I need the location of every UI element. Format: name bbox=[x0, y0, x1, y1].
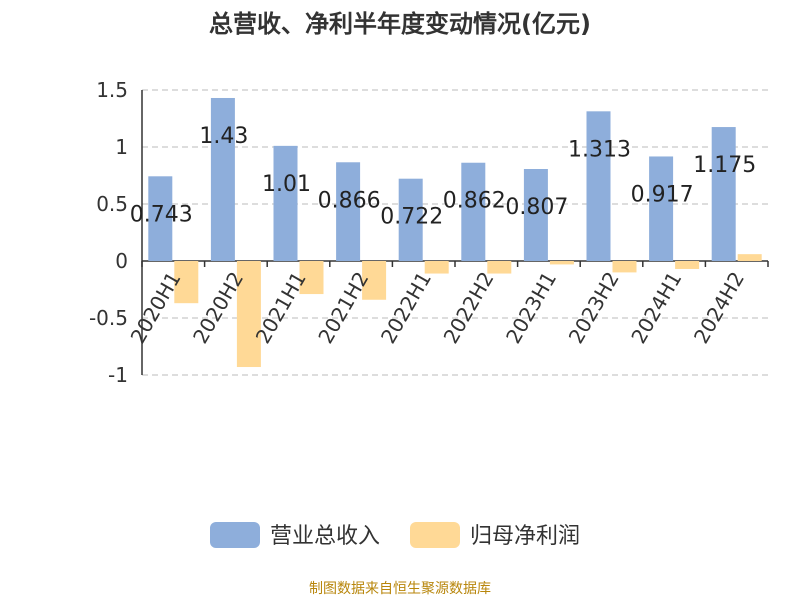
bar-net-profit bbox=[612, 261, 637, 273]
x-tick-label: 2023H1 bbox=[501, 268, 561, 348]
bar-revenue bbox=[461, 162, 486, 261]
x-tick-label: 2023H2 bbox=[564, 268, 624, 348]
data-label-revenue: 1.01 bbox=[262, 172, 311, 197]
bar-revenue bbox=[210, 97, 235, 261]
legend-label-revenue: 营业总收入 bbox=[270, 524, 380, 549]
y-tick-label: 0 bbox=[115, 249, 128, 273]
data-label-revenue: 0.807 bbox=[505, 195, 568, 220]
bar-net-profit bbox=[549, 261, 574, 265]
bar-net-profit bbox=[675, 261, 700, 269]
bar-net-profit bbox=[424, 261, 449, 274]
bar-revenue bbox=[336, 162, 361, 261]
bar-revenue bbox=[523, 169, 548, 261]
x-tick-label: 2024H1 bbox=[626, 268, 686, 348]
bar-revenue bbox=[148, 176, 173, 261]
y-tick-label: -1 bbox=[108, 363, 128, 387]
bar-net-profit bbox=[362, 261, 387, 300]
bar-net-profit bbox=[487, 261, 512, 274]
x-tick-label: 2022H2 bbox=[439, 268, 499, 348]
bar-net-profit bbox=[236, 261, 261, 368]
data-label-revenue: 1.175 bbox=[693, 153, 756, 178]
data-label-revenue: 0.722 bbox=[380, 205, 443, 230]
legend-swatch-net-profit bbox=[410, 522, 460, 548]
bar-revenue bbox=[649, 156, 674, 261]
x-tick-label: 2020H1 bbox=[126, 268, 186, 348]
bar-net-profit bbox=[174, 261, 199, 304]
data-label-revenue: 0.866 bbox=[318, 188, 381, 213]
bar-revenue bbox=[586, 111, 611, 262]
data-label-revenue: 0.862 bbox=[443, 189, 506, 214]
data-label-revenue: 1.313 bbox=[568, 137, 631, 162]
x-tick-label: 2024H2 bbox=[689, 268, 749, 348]
bar-revenue bbox=[711, 127, 736, 261]
y-tick-label: 1 bbox=[115, 135, 128, 159]
bar-revenue bbox=[273, 145, 298, 261]
legend-swatch-revenue bbox=[210, 522, 260, 548]
chart-title: 总营收、净利半年度变动情况(亿元) bbox=[209, 10, 591, 38]
data-label-revenue: 0.917 bbox=[631, 182, 694, 207]
data-label-revenue: 1.43 bbox=[199, 124, 248, 149]
source-note: 制图数据来自恒生聚源数据库 bbox=[309, 581, 491, 597]
y-tick-label: -0.5 bbox=[89, 306, 128, 330]
legend-label-net-profit: 归母净利润 bbox=[470, 524, 580, 549]
data-label-revenue: 0.743 bbox=[130, 202, 193, 227]
y-tick-label: 1.5 bbox=[96, 78, 128, 102]
bar-net-profit bbox=[737, 254, 762, 261]
bar-net-profit bbox=[299, 261, 324, 295]
bar-revenue bbox=[398, 178, 423, 261]
y-tick-label: 0.5 bbox=[96, 192, 128, 216]
